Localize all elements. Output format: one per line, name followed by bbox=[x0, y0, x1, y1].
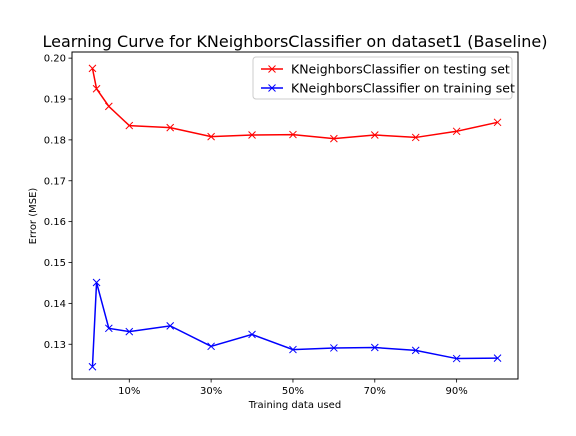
data-point-series-0 bbox=[92, 84, 101, 93]
legend-marker-1 bbox=[268, 84, 276, 92]
data-point-series-1 bbox=[248, 330, 256, 339]
x-tick-label: 90% bbox=[446, 386, 468, 397]
series-line-1 bbox=[91, 282, 498, 367]
y-tick-label: 0.14 bbox=[44, 299, 66, 310]
data-point-series-1 bbox=[370, 343, 379, 352]
data-point-series-0 bbox=[104, 102, 113, 111]
data-point-series-0 bbox=[493, 118, 502, 127]
data-point-series-0 bbox=[330, 134, 338, 143]
legend-label-0: KNeighborsClassifier on testing set bbox=[291, 62, 510, 77]
data-point-series-1 bbox=[166, 322, 175, 330]
data-point-series-0 bbox=[411, 133, 420, 142]
data-point-series-0 bbox=[125, 121, 134, 130]
legend-marker-0 bbox=[268, 65, 276, 73]
x-axis-label: Training data used bbox=[248, 400, 341, 411]
x-tick-label: 50% bbox=[282, 386, 304, 397]
y-tick-label: 0.15 bbox=[44, 258, 66, 269]
x-tick-label: 30% bbox=[200, 386, 222, 397]
data-point-series-1 bbox=[207, 342, 215, 351]
legend-label-1: KNeighborsClassifier on training set bbox=[291, 81, 515, 96]
y-tick-label: 0.17 bbox=[44, 176, 66, 187]
axes-frame bbox=[71, 51, 519, 380]
data-point-series-0 bbox=[370, 131, 379, 139]
data-point-series-1 bbox=[330, 344, 338, 352]
data-point-series-0 bbox=[248, 131, 256, 139]
y-tick-label: 0.16 bbox=[44, 217, 66, 228]
y-tick-label: 0.18 bbox=[44, 135, 66, 146]
data-point-series-1 bbox=[92, 278, 101, 287]
data-point-series-0 bbox=[207, 132, 215, 141]
chart-title: Learning Curve for KNeighborsClassifier … bbox=[42, 32, 547, 51]
data-point-series-1 bbox=[104, 324, 113, 333]
data-point-series-1 bbox=[125, 327, 134, 336]
data-point-series-1 bbox=[289, 345, 297, 354]
y-tick-label: 0.19 bbox=[44, 95, 66, 106]
data-point-series-0 bbox=[289, 130, 297, 139]
x-tick-label: 70% bbox=[364, 386, 386, 397]
data-point-series-1 bbox=[411, 346, 420, 355]
data-point-series-1 bbox=[88, 362, 97, 371]
y-tick-label: 0.20 bbox=[44, 54, 66, 65]
data-point-series-0 bbox=[166, 123, 175, 132]
data-point-series-0 bbox=[88, 64, 97, 73]
legend-box bbox=[252, 56, 513, 100]
data-point-series-1 bbox=[493, 354, 502, 363]
y-axis-label: Error (MSE) bbox=[28, 188, 39, 245]
plot-area: 10% 30% 50% 70% 90% 0.13 0.14 0.15 0.16 0.17 0.18 0… bbox=[44, 51, 519, 397]
data-point-series-0 bbox=[452, 127, 461, 136]
x-tick-label: 10% bbox=[118, 386, 140, 397]
data-point-series-1 bbox=[452, 354, 461, 363]
y-tick-label: 0.13 bbox=[44, 340, 66, 351]
